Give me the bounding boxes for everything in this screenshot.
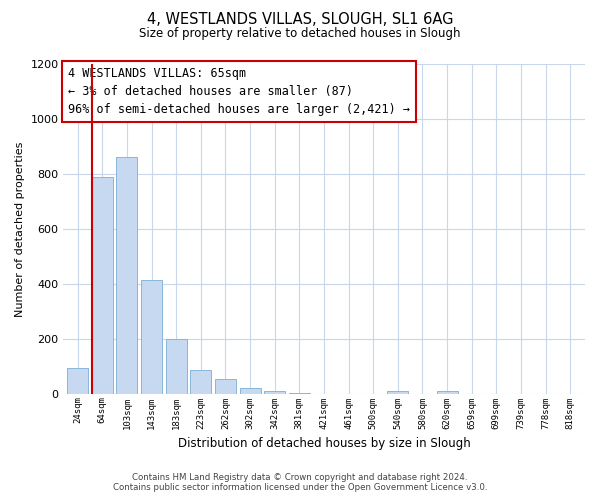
Text: 4, WESTLANDS VILLAS, SLOUGH, SL1 6AG: 4, WESTLANDS VILLAS, SLOUGH, SL1 6AG	[147, 12, 453, 28]
Bar	[215, 380, 236, 394]
X-axis label: Distribution of detached houses by size in Slough: Distribution of detached houses by size …	[178, 437, 470, 450]
Bar	[141, 280, 162, 394]
Bar	[264, 392, 285, 394]
Bar	[437, 391, 458, 394]
Text: Contains HM Land Registry data © Crown copyright and database right 2024.
Contai: Contains HM Land Registry data © Crown c…	[113, 473, 487, 492]
Bar	[166, 338, 187, 394]
Text: 4 WESTLANDS VILLAS: 65sqm
← 3% of detached houses are smaller (87)
96% of semi-d: 4 WESTLANDS VILLAS: 65sqm ← 3% of detach…	[68, 68, 410, 116]
Text: Size of property relative to detached houses in Slough: Size of property relative to detached ho…	[139, 28, 461, 40]
Y-axis label: Number of detached properties: Number of detached properties	[15, 141, 25, 316]
Bar	[190, 370, 211, 394]
Bar	[239, 388, 260, 394]
Bar	[116, 158, 137, 394]
Bar	[388, 391, 408, 394]
Bar	[67, 368, 88, 394]
Bar	[289, 393, 310, 394]
Bar	[92, 176, 113, 394]
